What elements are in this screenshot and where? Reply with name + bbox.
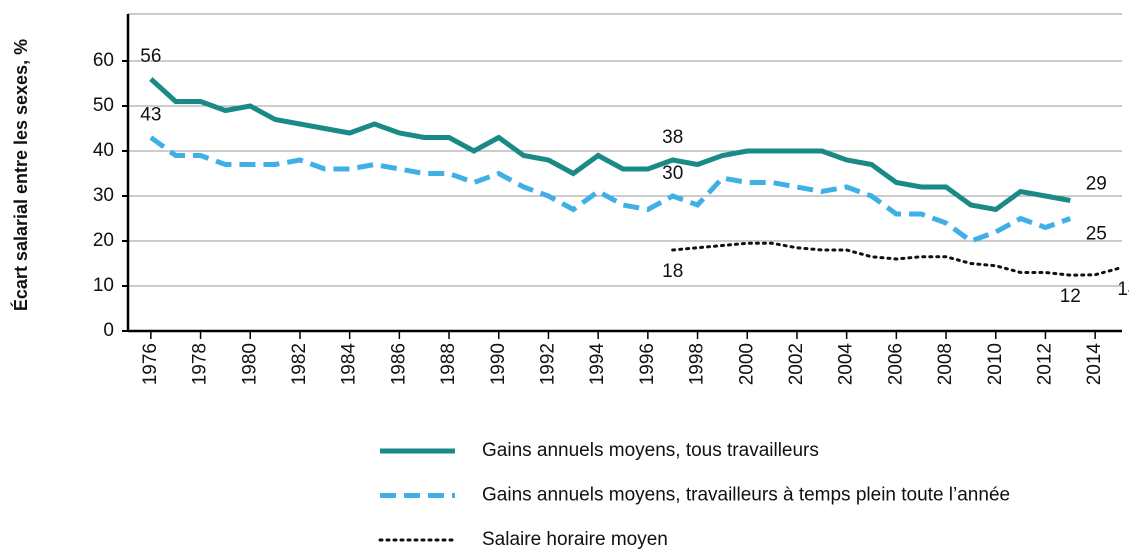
series-line [149,135,1072,244]
y-axis-label: Écart salarial entre les sexes, % [10,39,31,311]
x-tick-label: 1988 [438,343,459,385]
y-tick-label: 10 [93,275,114,296]
x-tick-label: 1982 [289,343,310,385]
x-tick-label: 2006 [885,343,906,385]
legend-label: Salaire horaire moyen [482,529,668,550]
x-tick-label: 2012 [1034,343,1055,385]
data-label: 29 [1086,174,1107,195]
y-tick-label: 50 [93,95,114,116]
x-tick-label: 2000 [736,343,757,385]
legend-label: Gains annuels moyens, travailleurs à tem… [482,485,1010,506]
data-label: 30 [662,163,683,184]
data-label: 12 [1060,286,1081,307]
x-tick-label: 1978 [190,343,211,385]
data-label: 25 [1086,224,1107,245]
x-tick-label: 1998 [687,343,708,385]
x-tick-label: 2004 [836,343,857,386]
x-tick-label: 2002 [786,343,807,385]
y-tick-label: 40 [93,140,114,161]
x-tick-label: 1976 [140,343,161,385]
data-label: 43 [140,105,161,126]
x-tick-label: 1986 [388,343,409,385]
y-tick-label: 0 [103,320,114,341]
x-tick-label: 1984 [339,343,360,386]
series-line [671,241,1122,277]
x-tick-label: 2008 [935,343,956,385]
x-tick-label: 1996 [637,343,658,385]
x-tick-label: 1992 [537,343,558,385]
data-label: 38 [662,127,683,148]
data-label: 56 [140,46,161,67]
x-tick-label: 2010 [985,343,1006,385]
y-tick-label: 20 [93,230,114,251]
x-tick-label: 1990 [488,343,509,385]
x-tick-label: 2014 [1084,343,1105,386]
series-line [149,77,1071,213]
x-tick-label: 1980 [239,343,260,385]
data-label: 18 [662,261,683,282]
y-tick-label: 60 [93,50,114,71]
x-tick-label: 1994 [587,343,608,386]
data-label: 14 [1117,279,1129,300]
y-tick-label: 30 [93,185,114,206]
legend-label: Gains annuels moyens, tous travailleurs [482,440,819,461]
